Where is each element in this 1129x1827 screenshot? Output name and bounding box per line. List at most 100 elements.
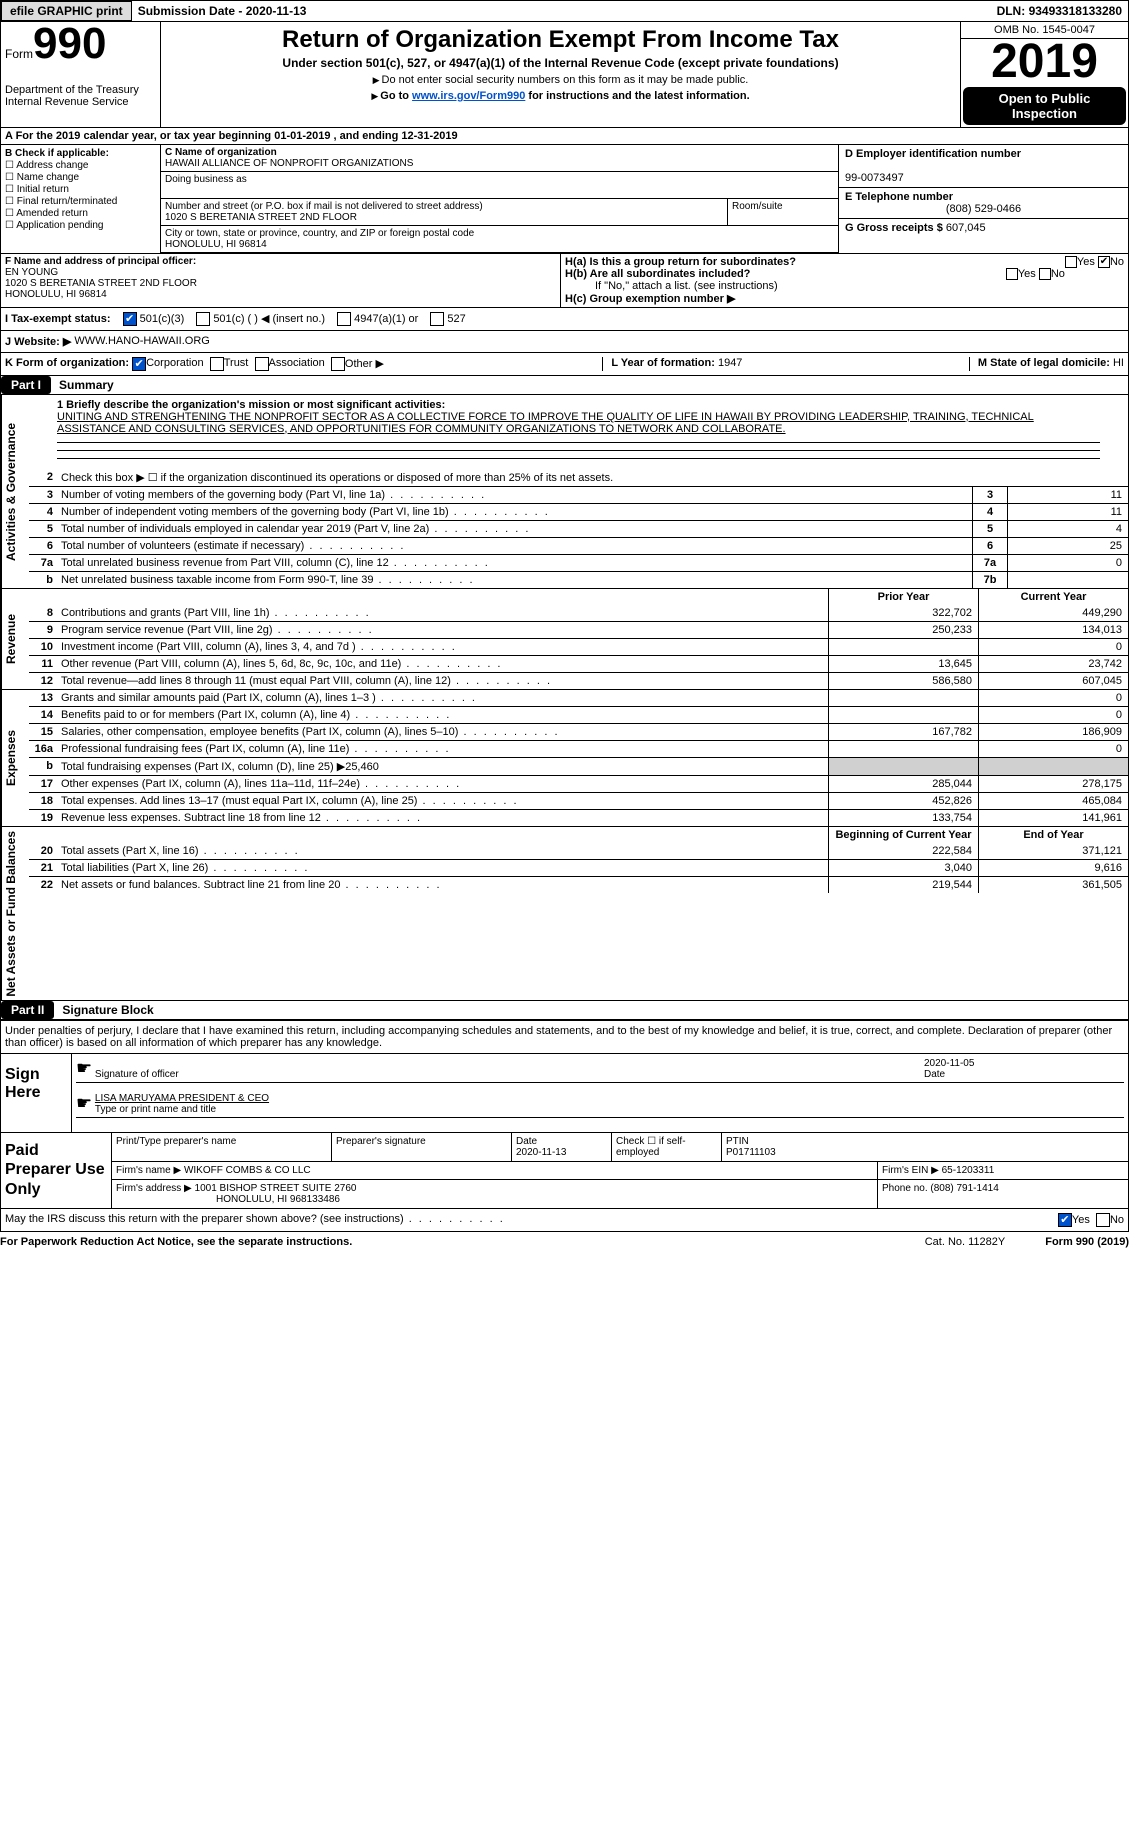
firm-addr1: 1001 BISHOP STREET SUITE 2760 [195,1183,357,1194]
ha-no[interactable]: ✔ [1098,256,1110,268]
dln: DLN: 93493318133280 [991,4,1128,18]
tax-year: 2019 [961,39,1128,85]
mission-section: 1 Briefly describe the organization's mi… [29,395,1128,469]
gross-receipts-value: 607,045 [946,222,986,234]
instruction-1: Do not enter social security numbers on … [165,74,956,86]
instruction-2: Go to www.irs.gov/Form990 for instructio… [165,90,956,102]
part-1-header: Part I Summary [0,376,1129,395]
f-h-block: F Name and address of principal officer:… [0,254,1129,308]
section-f: F Name and address of principal officer:… [1,254,561,307]
signature-date: 2020-11-05 [924,1058,974,1069]
chk-501c3[interactable]: ✔ [123,312,137,326]
line-4: 4Number of independent voting members of… [29,504,1128,521]
firm-ein: 65-1203311 [942,1165,995,1176]
gross-receipts-row: G Gross receipts $ 607,045 [839,219,1128,237]
preparer-row-2: Firm's name ▶ WIKOFF COMBS & CO LLC Firm… [112,1162,1128,1180]
telephone-row: E Telephone number(808) 529-0466 [839,188,1128,219]
signature-declaration: Under penalties of perjury, I declare th… [0,1020,1129,1054]
chk-501c[interactable] [196,312,210,326]
ein-row: D Employer identification number99-00734… [839,145,1128,188]
efile-print-button[interactable]: efile GRAPHIC print [1,1,132,21]
line-9: 9Program service revenue (Part VIII, lin… [29,622,1128,639]
line-b: bTotal fundraising expenses (Part IX, co… [29,758,1128,776]
paid-preparer-block: Paid Preparer Use Only Print/Type prepar… [0,1133,1129,1209]
line-11: 11Other revenue (Part VIII, column (A), … [29,656,1128,673]
street-address: Number and street (or P.O. box if mail i… [161,199,728,226]
line-b: bNet unrelated business taxable income f… [29,572,1128,588]
firm-phone: (808) 791-1414 [930,1183,998,1194]
line-8: 8Contributions and grants (Part VIII, li… [29,605,1128,622]
website-value: WWW.HANO-HAWAII.ORG [74,335,209,348]
ptin-value: P01711103 [726,1147,776,1158]
firm-addr2: HONOLULU, HI 968133486 [116,1194,340,1205]
discuss-yes[interactable]: ✔ [1058,1213,1072,1227]
instructions-link[interactable]: www.irs.gov/Form990 [412,90,525,102]
line-14: 14Benefits paid to or for members (Part … [29,707,1128,724]
chk-initial-return[interactable]: ☐ Initial return [5,184,156,195]
line-19: 19Revenue less expenses. Subtract line 1… [29,810,1128,826]
form-header: Form990 Department of the TreasuryIntern… [0,22,1129,128]
header-center: Return of Organization Exempt From Incom… [161,22,960,127]
revenue-block: Revenue Prior Year Current Year 8Contrib… [0,589,1129,690]
section-i: I Tax-exempt status: ✔ 501(c)(3) 501(c) … [0,308,1129,331]
city-state-zip: City or town, state or province, country… [161,226,838,253]
section-d-e-g: D Employer identification number99-00734… [838,145,1128,253]
line-7a: 7aTotal unrelated business revenue from … [29,555,1128,572]
chk-final-return[interactable]: ☐ Final return/terminated [5,196,156,207]
chk-other[interactable] [331,357,345,371]
activities-governance-block: Activities & Governance 1 Briefly descri… [0,395,1129,589]
officer-name-title: LISA MARUYAMA PRESIDENT & CEO [95,1093,269,1104]
org-name: HAWAII ALLIANCE OF NONPROFIT ORGANIZATIO… [165,158,413,169]
entity-block: B Check if applicable: ☐ Address change … [0,145,1129,254]
part-2-header: Part II Signature Block [0,1001,1129,1020]
bottom-note: For Paperwork Reduction Act Notice, see … [0,1232,1129,1252]
section-c: C Name of organizationHAWAII ALLIANCE OF… [161,145,838,253]
rot-activities: Activities & Governance [1,395,29,588]
ha-yes[interactable] [1065,256,1077,268]
chk-trust[interactable] [210,357,224,371]
hb-yes[interactable] [1006,268,1018,280]
form-label: Form [5,47,33,61]
sign-here-label: Sign Here [1,1054,71,1132]
h-b-note: If "No," attach a list. (see instruction… [565,280,1124,292]
top-bar: efile GRAPHIC print Submission Date - 20… [0,0,1129,22]
chk-name-change[interactable]: ☐ Name change [5,172,156,183]
line-18: 18Total expenses. Add lines 13–17 (must … [29,793,1128,810]
section-h: H(a) Is this a group return for subordin… [561,254,1128,307]
line-22: 22Net assets or fund balances. Subtract … [29,877,1128,893]
discuss-no[interactable] [1096,1213,1110,1227]
section-m: M State of legal domicile: HI [969,357,1124,371]
line-12: 12Total revenue—add lines 8 through 11 (… [29,673,1128,689]
part-1-title: Summary [51,376,122,394]
line-13: 13Grants and similar amounts paid (Part … [29,690,1128,707]
cat-no: Cat. No. 11282Y [925,1236,1046,1248]
chk-amended-return[interactable]: ☐ Amended return [5,208,156,219]
j-label: J Website: ▶ [5,335,71,348]
chk-527[interactable] [430,312,444,326]
submission-date-label: Submission Date - 2020-11-13 [132,4,313,18]
preparer-row-3: Firm's address ▶ 1001 BISHOP STREET SUIT… [112,1180,1128,1208]
chk-application-pending[interactable]: ☐ Application pending [5,220,156,231]
telephone-value: (808) 529-0466 [845,203,1122,215]
line-16a: 16aProfessional fundraising fees (Part I… [29,741,1128,758]
chk-4947[interactable] [337,312,351,326]
org-name-box: C Name of organizationHAWAII ALLIANCE OF… [161,145,838,172]
net-assets-block: Net Assets or Fund Balances Beginning of… [0,827,1129,1002]
part-1-badge: Part I [1,376,51,394]
chk-address-change[interactable]: ☐ Address change [5,160,156,171]
department: Department of the TreasuryInternal Reven… [5,84,156,108]
header-right: OMB No. 1545-0047 2019 Open to PublicIns… [960,22,1128,127]
chk-association[interactable] [255,357,269,371]
chk-corporation[interactable]: ✔ [132,357,146,371]
line-10: 10Investment income (Part VIII, column (… [29,639,1128,656]
hb-no[interactable] [1039,268,1051,280]
dba-box: Doing business as [161,172,838,199]
signature-line: ☛ Signature of officer 2020-11-05Date [76,1058,1124,1083]
line-5: 5Total number of individuals employed in… [29,521,1128,538]
mission-text: UNITING AND STRENGHTENING THE NONPROFIT … [57,411,1034,435]
b-label: B Check if applicable: [5,148,156,159]
i-label: I Tax-exempt status: [5,313,111,325]
line-6: 6Total number of volunteers (estimate if… [29,538,1128,555]
prep-date: 2020-11-13 [516,1147,566,1158]
form-subtitle: Under section 501(c), 527, or 4947(a)(1)… [165,56,956,70]
